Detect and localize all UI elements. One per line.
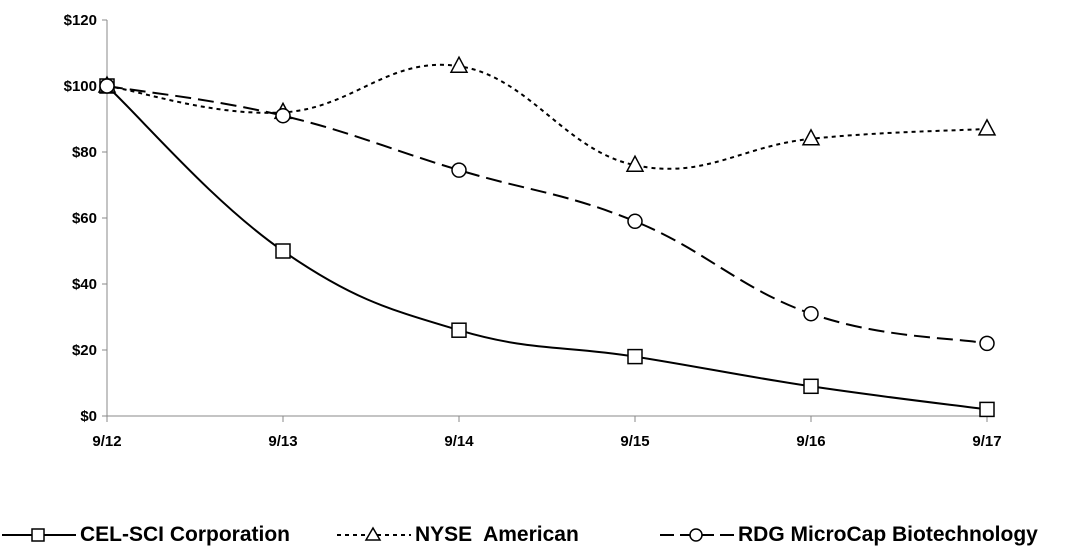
y-tick-label: $0	[80, 408, 97, 425]
y-tick-label: $120	[64, 12, 97, 29]
legend-swatch-square-solid	[2, 528, 76, 542]
data-point-circle	[627, 213, 643, 230]
legend-item-nyse-american: NYSE American	[337, 518, 579, 552]
data-point-square	[275, 243, 291, 259]
x-tick-label: 9/14	[444, 433, 474, 450]
data-point-square	[803, 378, 819, 395]
line-chart: $0 $20 $40 $60 $80 $100 $120 9/12 9/13 9/14 9/15 9…	[64, 12, 1002, 450]
x-tick-label: 9/16	[796, 433, 825, 450]
y-tick-label: $100	[64, 78, 97, 95]
series-line-triangle	[106, 63, 988, 170]
data-point-square	[979, 401, 995, 418]
series-line-circle	[106, 85, 988, 345]
y-tick-label: $60	[72, 210, 97, 227]
series-line-square	[106, 85, 988, 411]
data-point-triangle	[977, 118, 997, 136]
data-point-triangle	[449, 55, 469, 73]
x-tick-label: 9/13	[268, 433, 297, 450]
y-tick-label: $80	[72, 144, 97, 161]
data-point-triangle	[801, 128, 821, 146]
legend-swatch-triangle-dotted	[337, 526, 411, 541]
data-point-square	[627, 348, 643, 365]
legend-label: NYSE American	[415, 523, 579, 546]
legend-swatch-circle-dashed	[660, 528, 734, 542]
data-point-triangle	[625, 154, 645, 172]
legend-label: RDG MicroCap Biotechnology	[738, 523, 1038, 546]
y-tick-label: $20	[72, 342, 97, 359]
data-point-circle	[979, 335, 995, 352]
data-point-circle	[99, 78, 115, 94]
data-point-square	[451, 322, 467, 338]
data-point-circle	[451, 162, 467, 178]
chart-legend: CEL-SCI Corporation NYSE American RDG Mi…	[0, 518, 1081, 552]
y-tick-label: $40	[72, 276, 97, 293]
data-point-circle	[803, 305, 819, 322]
data-point-circle	[275, 107, 291, 124]
legend-item-cel-sci: CEL-SCI Corporation	[2, 518, 290, 552]
legend-item-rdg-microcap: RDG MicroCap Biotechnology	[660, 518, 1038, 552]
x-tick-label: 9/12	[92, 433, 121, 450]
x-tick-label: 9/15	[620, 433, 649, 450]
x-tick-label: 9/17	[972, 433, 1001, 450]
legend-label: CEL-SCI Corporation	[80, 523, 290, 546]
